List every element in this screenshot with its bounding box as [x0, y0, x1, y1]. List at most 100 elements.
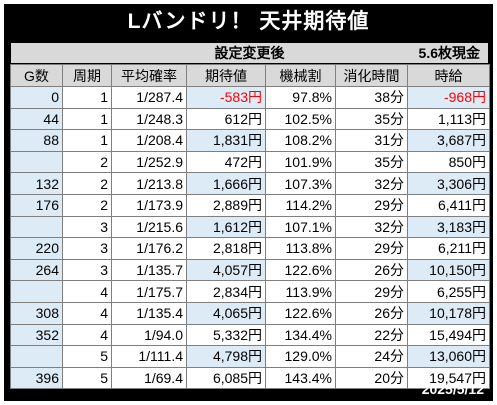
cell-expected-value: -583円: [186, 86, 266, 109]
cell-time: 26分: [335, 301, 408, 325]
col-header-hourly: 時給: [407, 64, 490, 87]
cell-games: [10, 345, 63, 368]
cell-payout: 113.9%: [265, 280, 336, 303]
cell-probability: 1/175.7: [111, 280, 187, 303]
cell-games: 352: [10, 323, 63, 347]
cell-time: 22分: [335, 323, 408, 347]
table-row: 264 3 1/135.7 4,057円 122.6% 26分 10,150円: [10, 258, 490, 282]
expected-value-table: G数 周期 平均確率 期待値 機械割 消化時間 時給 0 1 1/287.4 -583…: [10, 64, 490, 390]
cell-time: 35分: [335, 150, 408, 174]
cell-expected-value: 4,065円: [186, 301, 266, 325]
cell-payout: 102.5%: [265, 107, 336, 131]
cell-payout: 107.3%: [265, 172, 336, 195]
cell-payout: 122.6%: [265, 301, 336, 325]
cell-games: 220: [10, 237, 63, 260]
cell-cycle: 5: [62, 345, 112, 368]
cell-probability: 1/215.6: [111, 215, 187, 239]
footer-date: 2025/5/12: [421, 381, 484, 397]
cell-hourly: 19,547円: [407, 366, 490, 390]
cell-games: 396: [10, 366, 63, 390]
cell-cycle: 3: [62, 237, 112, 260]
cell-cycle: 2: [62, 150, 112, 174]
cell-expected-value: 612円: [186, 107, 266, 131]
cell-time: 29分: [335, 193, 408, 217]
cell-games: 44: [10, 107, 63, 131]
table-row: 4 1/175.7 2,834円 113.9% 29分 6,255円: [10, 280, 490, 303]
cell-games: 308: [10, 301, 63, 325]
cell-hourly: 3,687円: [407, 129, 490, 152]
cell-hourly: 3,183円: [407, 215, 490, 239]
cell-payout: 113.8%: [265, 237, 336, 260]
ev-table-frame: Lバンドリ！ 天井期待値 設定変更後 5.6枚現金 G数 周期 平均確率 期待値…: [4, 4, 493, 401]
cell-time: 35分: [335, 107, 408, 131]
cell-probability: 1/94.0: [111, 323, 187, 347]
cell-hourly: 6,211円: [407, 237, 490, 260]
cell-expected-value: 1,831円: [186, 129, 266, 152]
cell-games: [10, 215, 63, 239]
table-row: 132 2 1/213.8 1,666円 107.3% 32分 3,306円: [10, 172, 490, 195]
cell-time: 24分: [335, 345, 408, 368]
cell-probability: 1/176.2: [111, 237, 187, 260]
cell-probability: 1/135.4: [111, 301, 187, 325]
cell-payout: 134.4%: [265, 323, 336, 347]
rate-label: 5.6枚現金: [418, 45, 480, 61]
cell-expected-value: 1,666円: [186, 172, 266, 195]
table-row: 396 5 1/69.4 6,085円 143.4% 20分 19,547円: [10, 366, 490, 390]
cell-expected-value: 4,057円: [186, 258, 266, 282]
cell-cycle: 3: [62, 215, 112, 239]
col-header-payout: 機械割: [265, 64, 336, 87]
cell-cycle: 1: [62, 86, 112, 109]
cell-cycle: 4: [62, 301, 112, 325]
cell-payout: 101.9%: [265, 150, 336, 174]
cell-expected-value: 472円: [186, 150, 266, 174]
table-row: 0 1 1/287.4 -583円 97.8% 38分 -968円: [10, 86, 490, 109]
table-row: 352 4 1/94.0 5,332円 134.4% 22分 15,494円: [10, 323, 490, 347]
cell-time: 29分: [335, 280, 408, 303]
cell-hourly: 3,306円: [407, 172, 490, 195]
cell-time: 29分: [335, 237, 408, 260]
cell-expected-value: 2,834円: [186, 280, 266, 303]
table-row: 5 1/111.4 4,798円 129.0% 24分 13,060円: [10, 345, 490, 368]
cell-time: 38分: [335, 86, 408, 109]
table-title: Lバンドリ！ 天井期待値: [127, 10, 370, 33]
cell-payout: 143.4%: [265, 366, 336, 390]
cell-hourly: 10,150円: [407, 258, 490, 282]
setting-label: 設定変更後: [214, 45, 285, 61]
col-header-games: G数: [10, 64, 63, 87]
cell-cycle: 1: [62, 129, 112, 152]
cell-cycle: 4: [62, 323, 112, 347]
cell-probability: 1/135.7: [111, 258, 187, 282]
cell-expected-value: 4,798円: [186, 345, 266, 368]
cell-games: 132: [10, 172, 63, 195]
cell-hourly: 10,178円: [407, 301, 490, 325]
cell-time: 32分: [335, 172, 408, 195]
table-row: 176 2 1/173.9 2,889円 114.2% 29分 6,411円: [10, 193, 490, 217]
cell-time: 32分: [335, 215, 408, 239]
cell-probability: 1/248.3: [111, 107, 187, 131]
table-row: 308 4 1/135.4 4,065円 122.6% 26分 10,178円: [10, 301, 490, 325]
header-row: G数 周期 平均確率 期待値 機械割 消化時間 時給: [10, 64, 490, 87]
cell-cycle: 1: [62, 107, 112, 131]
cell-payout: 108.2%: [265, 129, 336, 152]
cell-games: 0: [10, 86, 63, 109]
cell-payout: 129.0%: [265, 345, 336, 368]
cell-time: 31分: [335, 129, 408, 152]
cell-expected-value: 6,085円: [186, 366, 266, 390]
cell-payout: 107.1%: [265, 215, 336, 239]
cell-probability: 1/208.4: [111, 129, 187, 152]
cell-expected-value: 5,332円: [186, 323, 266, 347]
cell-hourly: -968円: [407, 86, 490, 109]
cell-payout: 114.2%: [265, 193, 336, 217]
table-row: 88 1 1/208.4 1,831円 108.2% 31分 3,687円: [10, 129, 490, 152]
cell-hourly: 6,411円: [407, 193, 490, 217]
cell-games: [10, 150, 63, 174]
cell-hourly: 1,113円: [407, 107, 490, 131]
cell-games: 88: [10, 129, 63, 152]
cell-probability: 1/287.4: [111, 86, 187, 109]
table-row: 2 1/252.9 472円 101.9% 35分 850円: [10, 150, 490, 174]
cell-probability: 1/252.9: [111, 150, 187, 174]
subheader-bar: 設定変更後 5.6枚現金: [10, 42, 489, 64]
cell-games: 176: [10, 193, 63, 217]
cell-payout: 97.8%: [265, 86, 336, 109]
cell-games: [10, 280, 63, 303]
